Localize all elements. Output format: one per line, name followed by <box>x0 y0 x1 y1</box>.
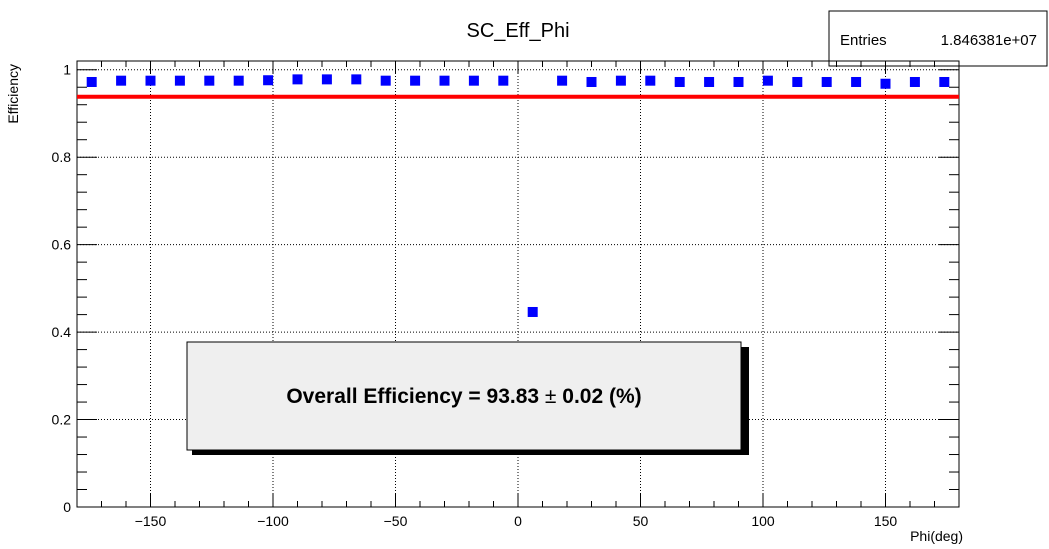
y-tick-labels: 0 0.2 0.4 0.6 0.8 1 <box>52 62 72 515</box>
data-point <box>880 78 891 89</box>
axis-ticks <box>76 61 960 508</box>
data-points <box>86 74 950 317</box>
data-point <box>351 74 362 85</box>
stats-box: Entries 1.846381e+07 <box>828 10 1048 67</box>
overall-efficiency-text: Overall Efficiency = 93.83 ± 0.02 (%) <box>286 385 641 408</box>
data-point <box>645 75 656 86</box>
data-point <box>615 75 626 86</box>
data-point <box>292 74 303 85</box>
data-point <box>851 76 862 87</box>
data-point <box>792 76 803 87</box>
y-tick-label: 0.8 <box>52 149 72 165</box>
data-point <box>439 75 450 86</box>
data-point <box>174 75 185 86</box>
data-point <box>527 306 538 317</box>
x-tick-labels: −150 −100 −50 0 50 100 150 <box>135 513 898 529</box>
data-point <box>86 76 97 87</box>
data-point <box>821 76 832 87</box>
data-point <box>204 75 215 86</box>
data-point <box>116 75 127 86</box>
y-axis-title: Efficiency <box>5 64 21 124</box>
data-point <box>762 75 773 86</box>
data-point <box>380 75 391 86</box>
efficiency-suffix: 0.02 (%) <box>556 385 641 408</box>
data-point <box>498 75 509 86</box>
y-tick-label: 1 <box>63 62 71 78</box>
stats-entries-label: Entries <box>840 32 887 49</box>
data-point <box>909 76 920 87</box>
x-tick-label: 50 <box>633 513 649 529</box>
y-tick-label: 0.6 <box>52 237 72 253</box>
x-axis-title: Phi(deg) <box>910 528 963 544</box>
stats-entries-value: 1.846381e+07 <box>941 32 1037 49</box>
y-tick-label: 0.4 <box>52 324 72 340</box>
chart-title: SC_Eff_Phi <box>466 20 569 42</box>
x-tick-label: 0 <box>514 513 522 529</box>
data-point <box>674 76 685 87</box>
x-tick-label: 150 <box>874 513 898 529</box>
efficiency-prefix: Overall Efficiency = 93.83 <box>286 385 545 408</box>
data-point <box>704 76 715 87</box>
data-point <box>145 75 156 86</box>
data-point <box>468 75 479 86</box>
x-tick-label: −150 <box>135 513 167 529</box>
plus-minus-symbol: ± <box>545 385 557 408</box>
data-point <box>233 75 244 86</box>
x-tick-label: 100 <box>751 513 775 529</box>
x-tick-label: −100 <box>257 513 289 529</box>
efficiency-annotation: Overall Efficiency = 93.83 ± 0.02 (%) <box>186 341 749 455</box>
data-point <box>263 75 274 86</box>
data-point <box>410 75 421 86</box>
data-point <box>321 74 332 85</box>
annotation-box <box>186 341 742 451</box>
stats-box-frame <box>828 10 1048 67</box>
data-point <box>733 76 744 87</box>
data-point <box>939 76 950 87</box>
data-point <box>557 75 568 86</box>
x-tick-label: −50 <box>384 513 408 529</box>
data-point <box>586 76 597 87</box>
y-tick-label: 0 <box>63 499 71 515</box>
y-tick-label: 0.2 <box>52 412 72 428</box>
